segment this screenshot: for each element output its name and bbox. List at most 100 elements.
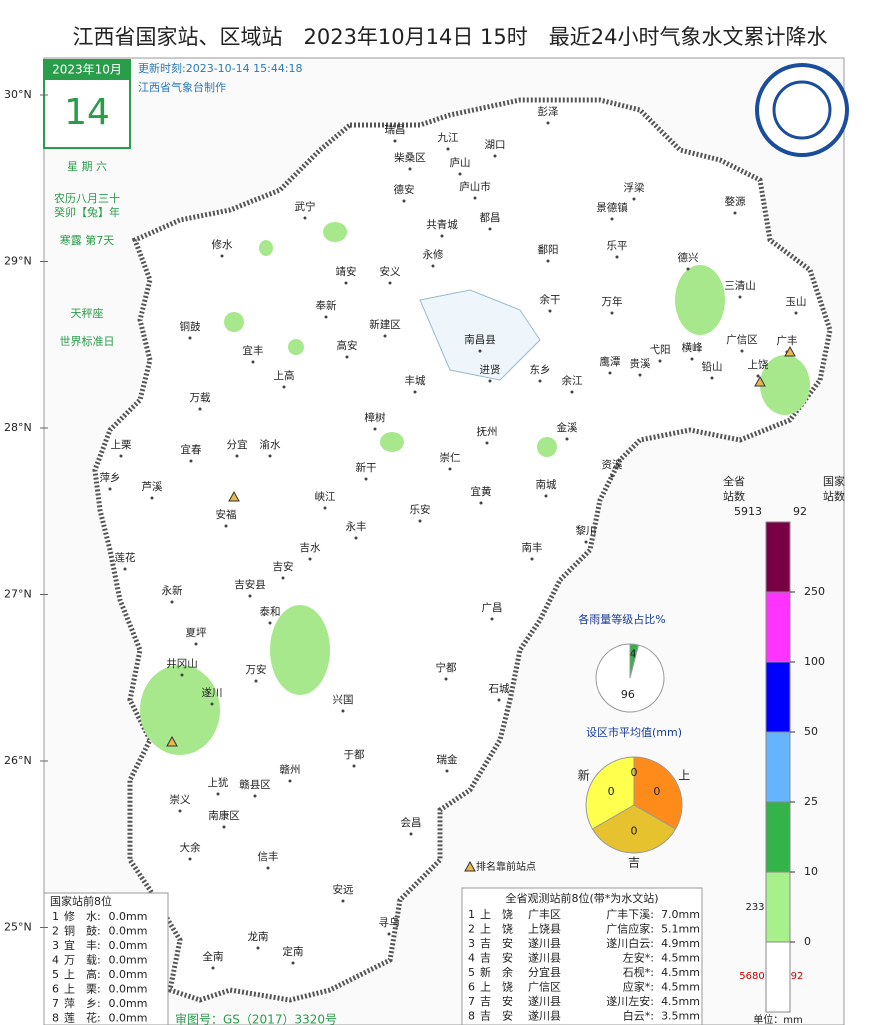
province-table-cell: 左安*:	[623, 951, 654, 965]
city-label: 铜鼓	[180, 320, 201, 333]
city-label: 崇义	[170, 794, 191, 806]
national-table-cell: 0.0mm	[109, 925, 148, 938]
city-dot	[408, 167, 412, 171]
national-table-cell: 0.0mm	[109, 983, 148, 996]
maker: 江西省气象台制作	[138, 80, 226, 94]
city-dot	[570, 390, 574, 394]
station-marker	[464, 860, 476, 872]
city-label: 广丰	[777, 334, 798, 347]
province-table-cell: 遂川县	[528, 994, 561, 1008]
city-label: 万安	[246, 663, 267, 676]
city-label: 萍乡	[100, 472, 121, 484]
city-dot	[493, 154, 497, 158]
city-label: 浮梁	[624, 181, 645, 194]
national-table-title: 国家站前8位	[50, 894, 112, 908]
city-label: 九江	[438, 132, 459, 144]
province-table-cell: 4.5mm	[661, 966, 700, 979]
city-label: 芦溪	[142, 481, 163, 493]
city-label: 兴国	[333, 694, 354, 706]
city-dot	[180, 673, 184, 677]
province-table-cell: 4.5mm	[661, 995, 700, 1008]
city-dot	[608, 371, 612, 375]
pie-category-label: 新	[578, 768, 590, 783]
station-marker	[228, 490, 240, 502]
city-label: 东乡	[530, 363, 551, 376]
city-dot	[686, 267, 690, 271]
national-table-box	[43, 892, 169, 1025]
legend-col1-header: 全省	[723, 474, 745, 488]
lat-label: 28°N	[4, 421, 32, 434]
city-label: 宜春	[181, 443, 202, 456]
update-time: 更新时刻:2023-10-14 15:44:18	[138, 61, 303, 75]
city-label: 赣县区	[239, 778, 271, 791]
city-label: 鄱阳	[538, 243, 559, 256]
pie-category-label: 吉	[628, 856, 640, 870]
city-dot	[544, 494, 548, 498]
legend-swatch	[765, 661, 791, 733]
city-label: 高安	[337, 339, 358, 352]
city-label: 丰城	[405, 374, 426, 387]
city-label: 宜黄	[471, 485, 492, 498]
city-dot	[690, 357, 694, 361]
city-dot	[490, 617, 494, 621]
city-dot	[658, 359, 662, 363]
city-dot	[256, 946, 260, 950]
national-table-cell: 0.0mm	[109, 910, 148, 923]
city-dot	[478, 349, 482, 353]
national-table-cell: 上 栗:	[64, 983, 101, 996]
city-label: 余江	[562, 374, 583, 387]
city-dot	[220, 254, 224, 258]
calendar-day: 14	[64, 92, 110, 133]
city-dot	[364, 477, 368, 481]
logo	[755, 63, 849, 157]
city-dot	[268, 454, 272, 458]
city-dot	[756, 374, 760, 378]
city-dot	[352, 764, 356, 768]
legend-swatch	[765, 521, 791, 593]
city-label: 弋阳	[650, 343, 671, 356]
province-table-cell: 4.9mm	[661, 937, 700, 950]
city-dot	[178, 809, 182, 813]
city-dot	[254, 679, 258, 683]
unit: 单位：mm	[753, 1013, 802, 1025]
province-table-cell: 广丰下溪:	[606, 908, 654, 921]
city-dot	[488, 379, 492, 383]
city-dot	[733, 211, 737, 215]
city-dot	[341, 709, 345, 713]
province-table-cell: 应家*:	[623, 980, 654, 994]
province-outline	[92, 97, 833, 1003]
city-dot	[291, 961, 295, 965]
city-label: 永修	[423, 248, 444, 261]
city-label: 彭泽	[538, 105, 559, 118]
city-dot	[282, 385, 286, 389]
city-dot	[402, 199, 406, 203]
city-label: 万载	[190, 392, 211, 404]
national-table-cell: 铜 鼓:	[64, 924, 101, 938]
city-label: 宜丰	[243, 344, 264, 357]
city-dot	[119, 454, 123, 458]
city-dot	[794, 311, 798, 315]
city-dot	[387, 932, 391, 936]
province-table-cell: 吉 安	[480, 1009, 513, 1023]
national-table-cell: 莲 花:	[64, 1012, 101, 1025]
city-dot	[446, 147, 450, 151]
station-marker	[784, 345, 796, 357]
city-label: 樟树	[365, 411, 386, 424]
lunar: 农历八月三十	[54, 191, 120, 205]
province-table-cell: 3	[468, 937, 475, 950]
city-label: 余干	[540, 293, 561, 306]
city-dot	[610, 474, 614, 478]
city-dot	[222, 825, 226, 829]
province-table-cell: 3.5mm	[661, 1010, 700, 1023]
city-label: 黎川	[576, 524, 597, 537]
city-label: 安义	[380, 265, 401, 278]
title: 江西省国家站、区域站 2023年10月14日 15时 最近24小时气象水文累计降…	[72, 25, 827, 49]
province-table-title: 全省观测站前8位(带*为水文站)	[505, 891, 658, 905]
city-dot	[266, 866, 270, 870]
city-dot	[632, 197, 636, 201]
legend-level-label: 0	[804, 935, 811, 948]
province-table-box	[461, 887, 703, 1025]
city-label: 武宁	[295, 200, 316, 213]
city-label: 铅山	[702, 360, 723, 373]
ganzhi: 癸卯【兔】年	[54, 205, 120, 219]
